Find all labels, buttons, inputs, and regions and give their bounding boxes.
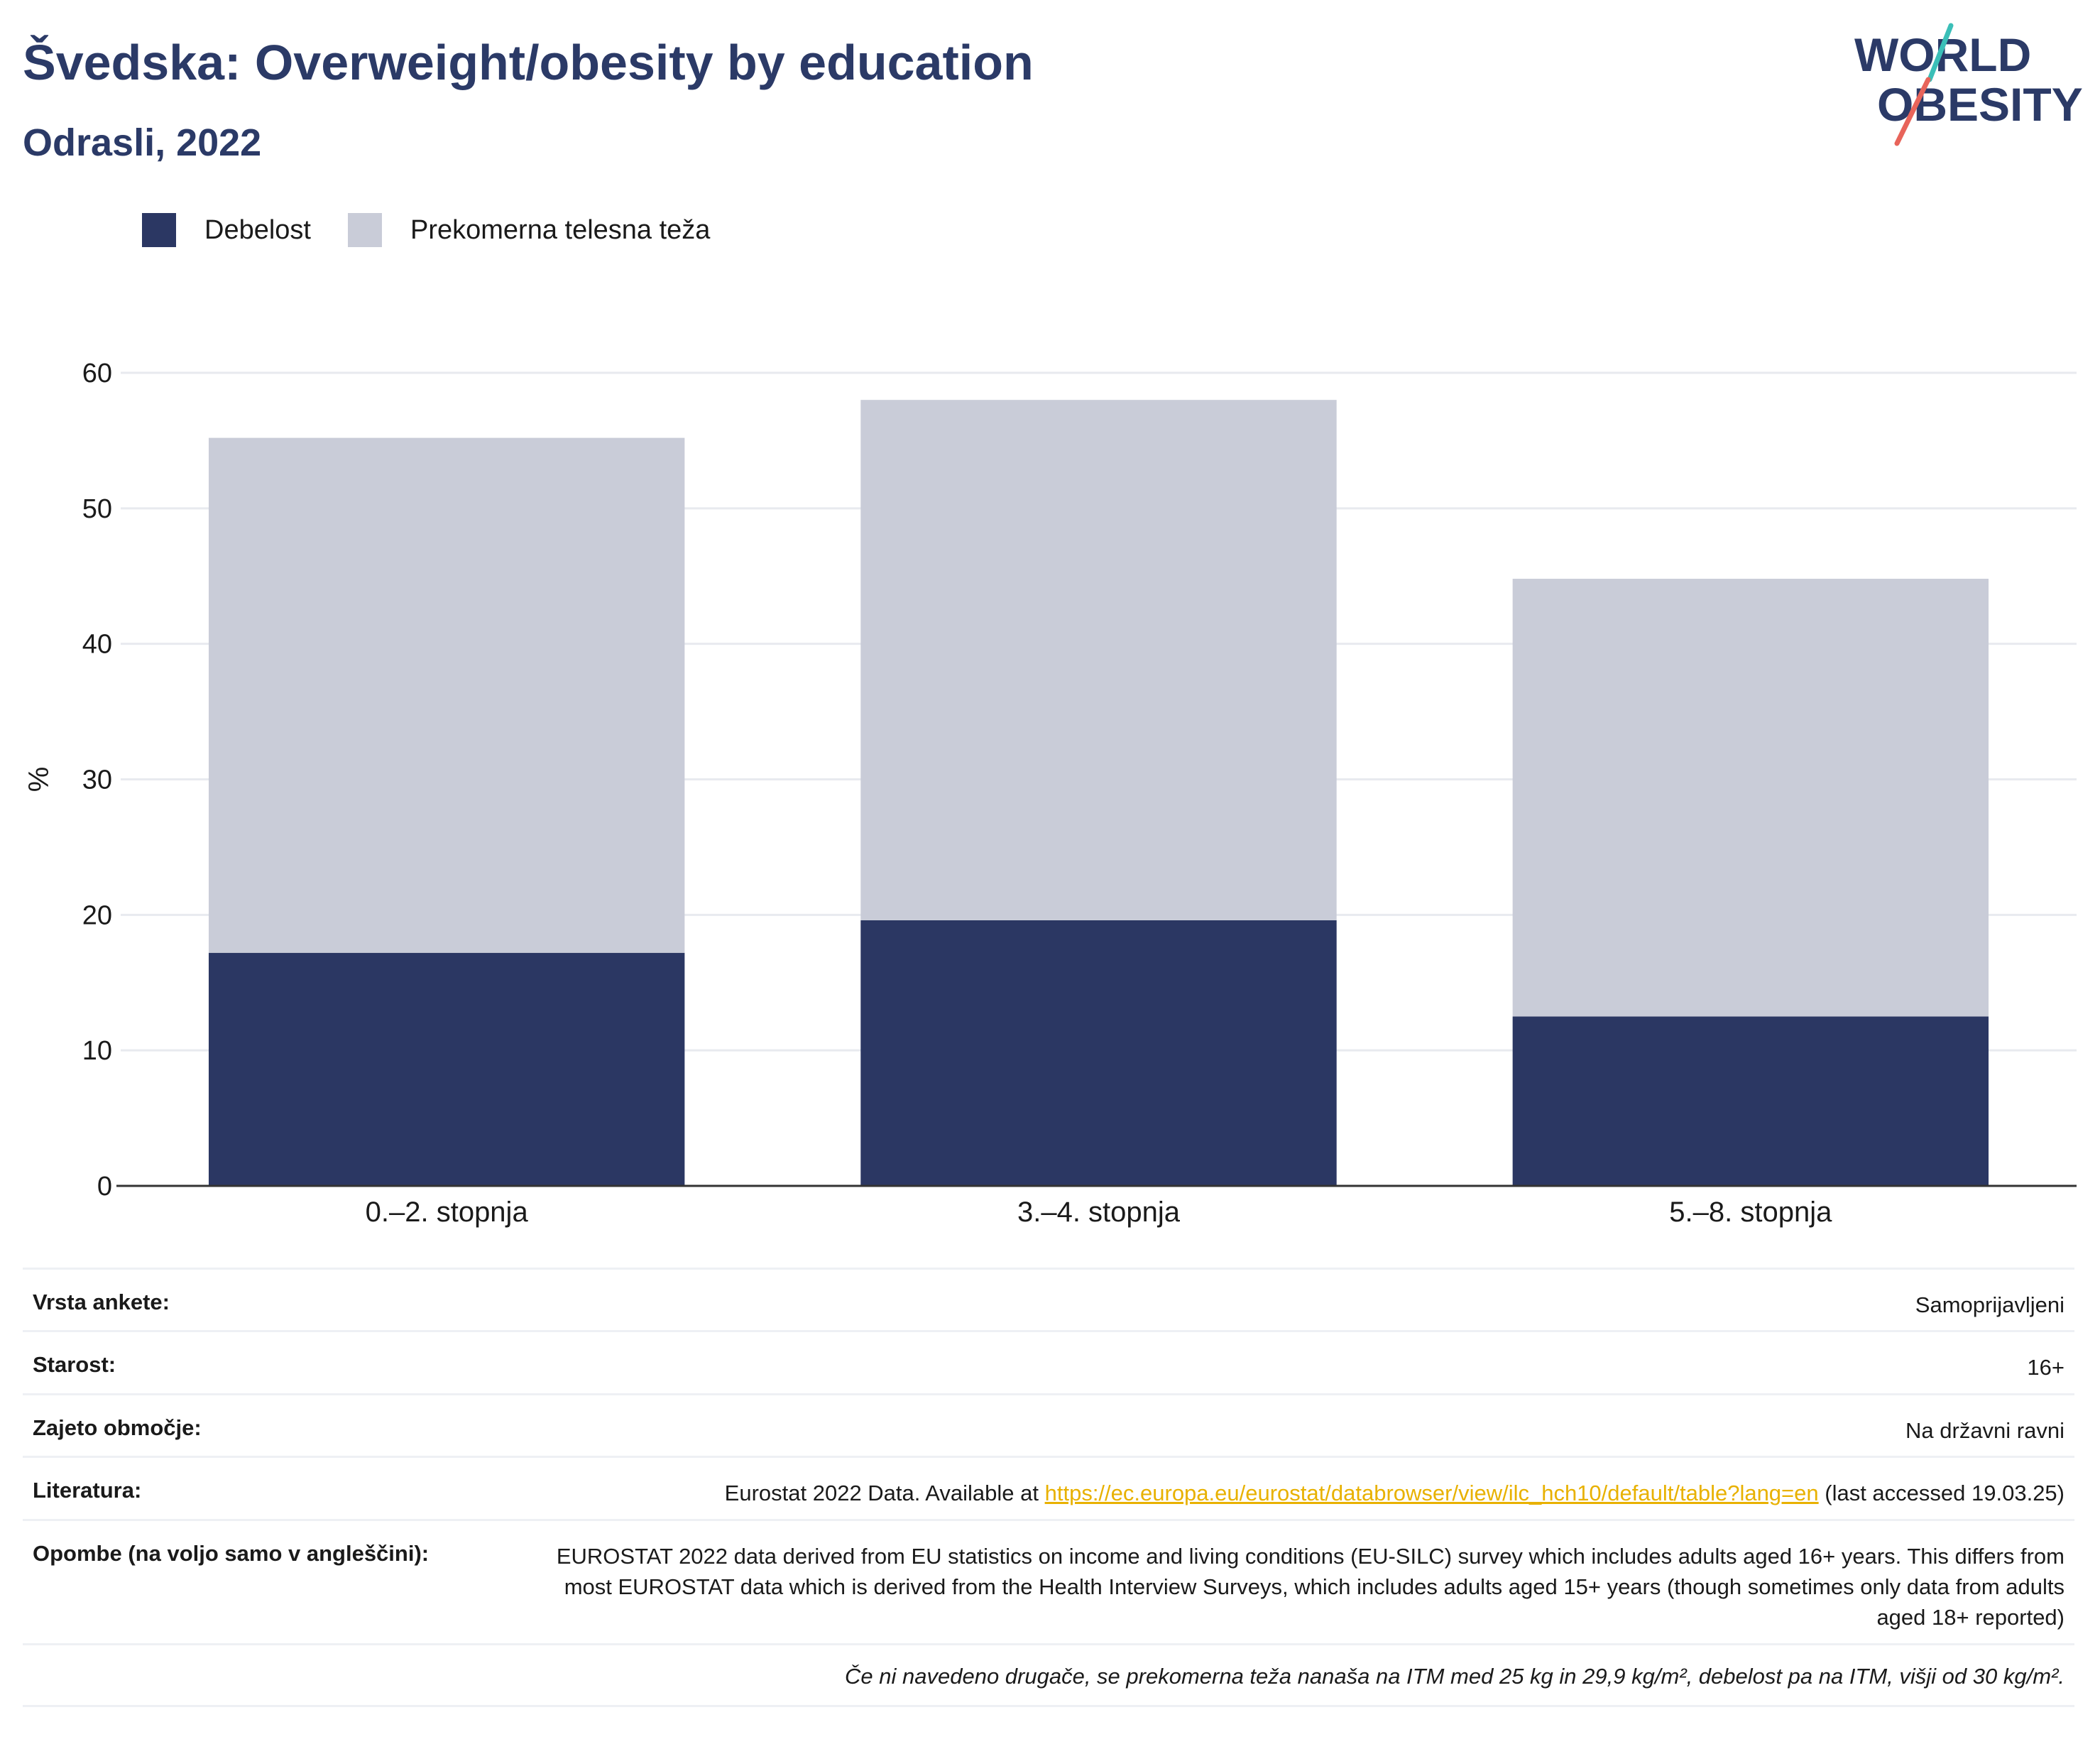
bar-segment-obesity: [860, 920, 1337, 1186]
info-row-coverage: Zajeto območje: Na državni ravni: [23, 1393, 2074, 1456]
info-value-coverage: Na državni ravni: [1905, 1417, 2065, 1443]
info-label-coverage: Zajeto območje:: [33, 1415, 202, 1440]
bar-segment-overweight: [1512, 579, 1989, 1017]
legend-swatch-overweight: [347, 213, 382, 247]
literature-link[interactable]: https://ec.europa.eu/eurostat/databrowse…: [1044, 1481, 1819, 1506]
y-axis-title: %: [23, 767, 55, 792]
legend-swatch-obesity: [142, 213, 176, 247]
info-row-literature: Literatura: Eurostat 2022 Data. Availabl…: [23, 1456, 2074, 1518]
y-tick-label: 60: [82, 359, 112, 388]
chart-subtitle: Odrasli, 2022: [23, 121, 262, 164]
logo-line-1: WORLD: [1854, 28, 2031, 81]
bar-segment-obesity: [208, 952, 685, 1186]
legend-label-overweight: Prekomerna telesna teža: [410, 214, 711, 245]
info-table: Vrsta ankete: Samoprijavljeni Starost: 1…: [23, 1268, 2074, 1707]
bar-segment-overweight: [860, 400, 1337, 920]
info-row-notes: Opombe (na voljo samo v angleščini): EUR…: [23, 1518, 2074, 1643]
literature-suffix: (last accessed 19.03.25): [1818, 1481, 2065, 1506]
info-row-age: Starost: 16+: [23, 1330, 2074, 1393]
bar-segment-overweight: [208, 437, 685, 953]
x-tick-label: 3.–4. stopnja: [1017, 1197, 1181, 1228]
literature-prefix: Eurostat 2022 Data. Available at: [724, 1481, 1045, 1506]
info-label-age: Starost:: [33, 1352, 116, 1378]
legend-item-overweight: Prekomerna telesna teža: [347, 213, 711, 247]
logo-slash-teal: [1927, 23, 1954, 82]
info-label-literature: Literatura:: [33, 1478, 142, 1503]
bmi-footnote: Če ni navedeno drugače, se prekomerna te…: [23, 1642, 2074, 1707]
bar-segment-obesity: [1512, 1016, 1989, 1186]
info-value-notes: EUROSTAT 2022 data derived from EU stati…: [556, 1543, 2065, 1630]
info-label-notes: Opombe (na voljo samo v angleščini):: [33, 1540, 430, 1566]
logo-line-2: OBESITY: [1877, 78, 2083, 131]
info-value-literature: Eurostat 2022 Data. Available at https:/…: [725, 1478, 2065, 1508]
y-tick-label: 40: [82, 630, 112, 660]
info-label-survey-type: Vrsta ankete:: [33, 1290, 170, 1314]
legend-label-obesity: Debelost: [204, 214, 311, 245]
legend-item-obesity: Debelost: [142, 213, 311, 247]
y-tick-label: 20: [82, 900, 112, 930]
y-tick-label: 30: [82, 765, 112, 795]
logo-slash-red: [1894, 77, 1931, 146]
y-tick-label: 10: [82, 1036, 112, 1066]
x-tick-label: 5.–8. stopnja: [1669, 1197, 1832, 1228]
x-tick-label: 0.–2. stopnja: [366, 1197, 529, 1228]
world-obesity-logo: WORLD OBESITY: [1854, 23, 2083, 146]
stacked-bar-chart: 0 10 20 30 40 50 60% 0.–2. stopnja 3.–4. stopnja…: [23, 359, 2077, 1228]
info-value-survey-type: Samoprijavljeni: [1915, 1292, 2065, 1317]
y-tick-label: 0: [97, 1172, 112, 1202]
info-value-age: 16+: [2027, 1355, 2065, 1380]
chart-title: Švedska: Overweight/obesity by education: [23, 35, 1034, 90]
chart-legend: Debelost Prekomerna telesna teža: [142, 213, 747, 247]
y-tick-label: 50: [82, 494, 112, 524]
info-row-survey-type: Vrsta ankete: Samoprijavljeni: [23, 1268, 2074, 1330]
